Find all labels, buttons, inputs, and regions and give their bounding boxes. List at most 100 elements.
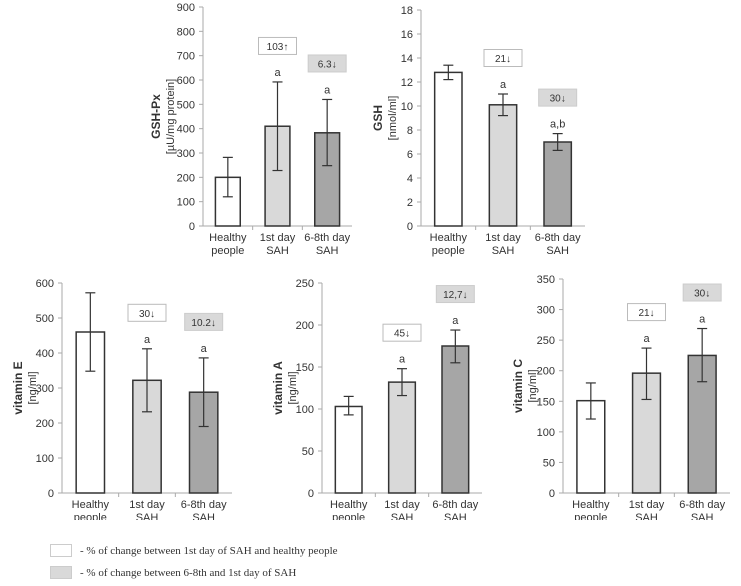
legend-item-gray: - % of change between 6-8th and 1st day … (50, 566, 296, 579)
y-tick-label: 50 (302, 446, 314, 458)
y-tick-label: 6 (407, 149, 413, 161)
x-tick-label: Healthy (209, 232, 247, 244)
y-tick-label: 14 (401, 53, 413, 65)
significance-label: a (452, 315, 459, 327)
change-annotation-box (682, 283, 722, 302)
y-axis-unit: [µU/mg protein] (165, 79, 177, 154)
y-tick-label: 0 (549, 488, 555, 500)
x-tick-label: SAH (136, 512, 159, 520)
x-tick-label: SAH (635, 512, 658, 520)
x-tick-label: 1st day (260, 232, 296, 244)
y-tick-label: 10 (401, 101, 413, 113)
y-tick-label: 100 (296, 404, 314, 416)
significance-label: a (399, 354, 406, 366)
x-tick-label: SAH (316, 245, 339, 257)
x-tick-label: SAH (266, 245, 289, 257)
y-tick-label: 100 (537, 427, 555, 439)
bar (387, 381, 417, 494)
y-tick-label: 600 (177, 75, 195, 87)
y-axis-unit: [nmol/ml] (387, 96, 399, 141)
y-tick-label: 200 (537, 366, 555, 378)
legend-swatch-white (50, 544, 72, 557)
y-tick-label: 0 (189, 221, 195, 233)
change-annotation-box (127, 303, 167, 322)
x-tick-label: people (74, 512, 107, 520)
x-tick-label: SAH (444, 512, 467, 520)
y-axis-title: GSH-Px (149, 94, 163, 139)
change-annotation-label: 45↓ (394, 329, 410, 340)
y-tick-label: 800 (177, 26, 195, 38)
x-tick-label: 1st day (384, 499, 420, 511)
x-tick-label: Healthy (572, 499, 610, 511)
legend-swatch-gray (50, 566, 72, 579)
bar (687, 354, 717, 494)
bar (264, 125, 291, 227)
change-annotation-box (627, 303, 666, 322)
significance-label: a,b (550, 119, 565, 131)
x-tick-label: 6-8th day (181, 499, 227, 511)
change-annotation-label: 30↓ (694, 289, 710, 300)
significance-label: a (144, 334, 151, 346)
legend-item-white: - % of change between 1st day of SAH and… (50, 544, 338, 557)
y-tick-label: 300 (36, 383, 54, 395)
x-tick-label: 6-8th day (304, 232, 350, 244)
y-tick-label: 400 (36, 348, 54, 360)
y-tick-label: 0 (407, 221, 413, 233)
y-tick-label: 300 (177, 148, 195, 160)
change-annotation-box (258, 36, 297, 55)
y-tick-label: 150 (296, 362, 314, 374)
y-tick-label: 350 (537, 274, 555, 286)
x-tick-label: 1st day (129, 499, 165, 511)
change-annotation-box (538, 88, 578, 107)
y-axis-unit: [ng/ml] (527, 369, 539, 402)
y-tick-label: 0 (48, 488, 54, 500)
x-tick-label: people (332, 512, 365, 520)
change-annotation-label: 12,7↓ (443, 290, 467, 301)
change-annotation-box (483, 49, 523, 67)
y-tick-label: 900 (177, 2, 195, 14)
y-tick-label: 100 (177, 197, 195, 209)
y-tick-label: 18 (401, 5, 413, 17)
significance-label: a (324, 84, 331, 96)
y-tick-label: 500 (177, 99, 195, 111)
change-annotation-label: 30↓ (550, 94, 566, 105)
y-axis-unit: [ng/ml] (287, 371, 299, 404)
x-tick-label: SAH (691, 512, 714, 520)
x-tick-label: people (574, 512, 607, 520)
change-annotation-box (184, 312, 224, 331)
x-tick-label: Healthy (430, 232, 468, 244)
y-tick-label: 200 (296, 320, 314, 332)
x-tick-label: people (432, 245, 465, 257)
y-tick-label: 8 (407, 125, 413, 137)
x-tick-label: SAH (492, 245, 515, 257)
bar (543, 141, 573, 227)
legend-label: - % of change between 1st day of SAH and… (80, 544, 338, 557)
x-tick-label: SAH (546, 245, 569, 257)
y-tick-label: 250 (296, 278, 314, 290)
x-tick-label: 1st day (485, 232, 521, 244)
change-annotation-box (382, 323, 422, 342)
y-tick-label: 400 (177, 124, 195, 136)
x-tick-label: Healthy (72, 499, 110, 511)
x-tick-label: 6-8th day (535, 232, 581, 244)
change-annotation-label: 103↑ (267, 42, 289, 53)
change-annotation-label: 10.2↓ (191, 318, 215, 329)
y-axis-title: vitamin A (271, 361, 285, 415)
y-tick-label: 12 (401, 77, 413, 89)
y-tick-label: 300 (537, 305, 555, 317)
bar (214, 176, 242, 227)
y-axis-unit: [ng/ml] (27, 371, 39, 404)
y-tick-label: 4 (407, 173, 413, 185)
y-axis-title: vitamin E (11, 361, 25, 414)
y-tick-label: 700 (177, 51, 195, 63)
change-annotation-label: 6.3↓ (318, 59, 337, 70)
y-axis-title: GSH (371, 105, 385, 131)
bar (441, 345, 470, 494)
y-tick-label: 2 (407, 197, 413, 209)
y-tick-label: 200 (36, 418, 54, 430)
significance-label: a (643, 333, 650, 345)
bar (488, 104, 518, 227)
y-tick-label: 100 (36, 453, 54, 465)
significance-label: a (500, 79, 507, 91)
